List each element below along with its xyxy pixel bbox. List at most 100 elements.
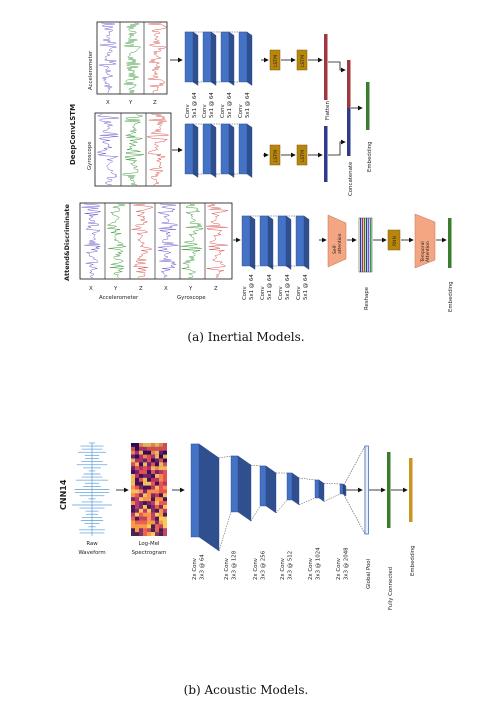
spectrogram-cell [147,450,151,455]
spectrogram-cell [163,485,167,490]
spectrogram-cell [159,512,163,517]
axis-x-label: X [106,100,110,106]
spectrogram-cell [139,532,143,537]
spectrogram-cell [147,477,151,482]
flatten-label: Flatten [325,101,331,120]
spectrogram-cell [151,489,155,494]
spectrogram-cell [151,462,155,467]
lstm-label-bottom-1: LSTM [273,150,279,162]
spectrogram-cell [159,520,163,525]
spectrogram-cell [151,524,155,529]
spectrogram-cell [147,516,151,521]
rnn-block [387,229,401,251]
lstm-block-top-1 [269,49,281,71]
spectrogram-cell [135,450,139,455]
spectrogram-cell [131,462,135,467]
spectrogram-cell [143,520,147,525]
spectrogram-cell [143,524,147,529]
spectrogram-cell [135,505,139,509]
spectrogram-cell [151,446,155,451]
cnn-conv-block-1 [190,443,220,552]
attend-conv-labels: Conv5x1 @ 64 Conv5x1 @ 64 Conv5x1 @ 64 C… [242,274,309,300]
accelerometer-label: Accelerometer [88,50,94,90]
accelerometer-panel: Accelerometer X Y Z [88,21,168,106]
deepconvlstm-conv-stack-top [184,31,253,86]
spectrogram-cell [143,512,147,517]
spectrogram-cell [163,516,167,521]
raw-waveform-label: Raw Waveform [78,541,105,556]
spectrogram-cell [135,493,139,498]
spectrogram-cell [155,470,159,475]
spectrogram-cell [139,443,143,447]
spectrogram-cell [159,508,163,513]
spectrogram-cell [143,497,147,502]
cnn14-conv-blocks [190,443,347,552]
lstm-label-bottom-2: LSTM [300,150,306,162]
spectrogram-cell [163,532,167,537]
deepconvlstm-embedding-label: Embedding [367,141,373,172]
attend-conv-slab-2 [259,215,274,270]
spectrogram-cell [135,512,139,517]
spectrogram-cell [131,508,135,513]
attend-conv-label-3: Conv5x1 @ 64 [278,274,291,300]
attend-axis-3: Z [139,286,143,292]
spectrogram-cell [163,450,167,455]
spectrogram-cell [147,508,151,513]
spectrogram-cell [147,493,151,498]
attend-conv-label-1: Conv5x1 @ 64 [242,274,255,300]
flatten-bar-top [324,34,328,100]
spectrogram-cell [143,505,147,509]
flatten-bar-bottom [324,126,328,182]
conv-slab-bottom-1 [184,123,199,178]
spectrogram-cell [135,443,139,447]
attend-gyro-signal-y [180,203,204,279]
spectrogram-cell [151,474,155,478]
raw-waveform [72,442,112,536]
spectrogram-cell [155,481,159,486]
spectrogram-cell [131,474,135,478]
deepconvlstm-embedding-bar [366,82,370,130]
gyroscope-panel: Gyroscope [87,112,172,187]
spectrogram-cell [143,443,147,447]
spectrogram-cell [143,470,147,475]
spectrogram-cell [139,489,143,494]
spectrogram-cell [155,477,159,482]
spectrogram-cell [151,493,155,498]
spectrogram-cell [135,462,139,467]
spectrogram-cell [131,458,135,463]
spectrogram-cell [159,497,163,502]
attend-embedding-bar [448,218,452,268]
spectrogram-cell [131,454,135,459]
cnn-conv-block-6 [339,483,347,497]
self-attention-block [327,214,347,268]
spectrogram-cell [143,528,147,533]
spectrogram-cell [147,462,151,467]
spectrogram-cell [147,454,151,459]
spectrogram-cell [135,466,139,471]
acoustic-caption: (b) Acoustic Models. [184,683,309,697]
spectrogram-cell [139,470,143,475]
temporal-attention-label: TemporalAttention [420,241,431,263]
attend-accel-signal-z [131,203,155,279]
spectrogram-cell [155,446,159,451]
spectrogram-cell [147,501,151,506]
spectrogram-cell [155,450,159,455]
spectrogram-cell [147,532,151,537]
spectrogram-cell [163,446,167,451]
spectrogram-cell [163,462,167,467]
cnn-conv-label-6: 2x Conv 3x3 @ 2048 [336,547,350,580]
conv-slab-top-3 [220,31,235,86]
cnn-conv-block-5 [314,479,325,502]
gyroscope-label: Gyroscope [87,141,93,170]
spectrogram-cell [159,516,163,521]
spectrogram-cell [131,489,135,494]
spectrogram-cell [139,481,143,486]
spectrogram-cell [131,466,135,471]
spectrogram-cell [143,477,147,482]
spectrogram-cell [151,477,155,482]
spectrogram-cell [147,446,151,451]
spectrogram-cell [163,528,167,533]
spectrogram-cell [135,532,139,537]
spectrogram-cell [151,516,155,521]
